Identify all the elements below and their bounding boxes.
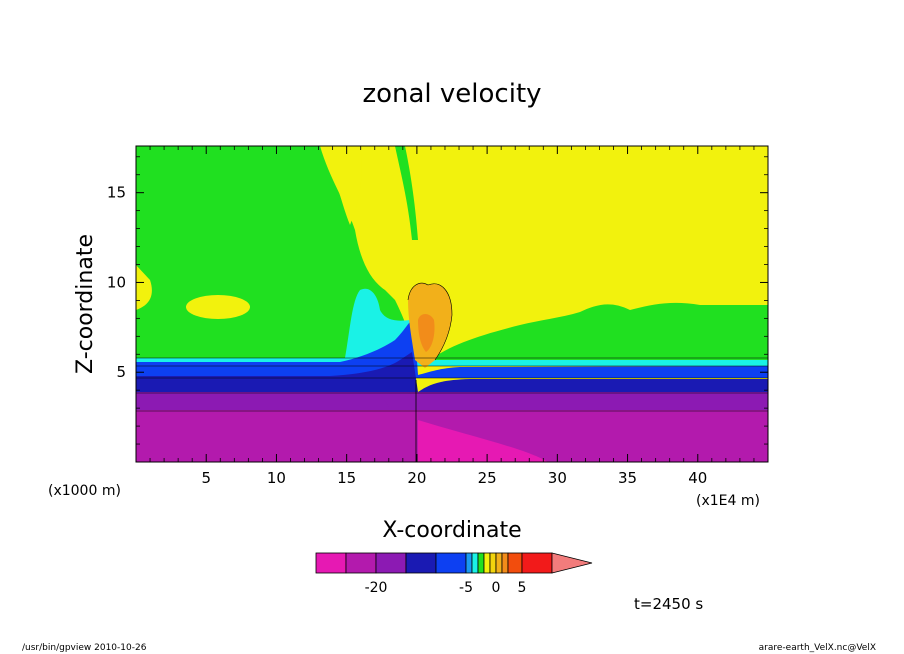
x-tick-label: 35 — [618, 469, 637, 487]
x-tick-label: 10 — [267, 469, 286, 487]
contour-jet — [407, 282, 453, 361]
x-tick-label: 25 — [478, 469, 497, 487]
region-orange-core — [418, 314, 435, 352]
x-tick-label: 20 — [407, 469, 426, 487]
y-tick-label: 5 — [116, 363, 126, 381]
chart-title: zonal velocity — [362, 79, 541, 109]
footer-right: arare-earth_VelX.nc@VelX — [759, 643, 876, 653]
x-tick-label: 40 — [688, 469, 707, 487]
colorbar-bin — [507, 552, 523, 574]
colorbar-bin — [435, 552, 467, 574]
colorbar-arrow — [551, 552, 593, 574]
colorbar-bin — [315, 552, 347, 574]
y-tick-label: 15 — [107, 184, 126, 202]
x-unit-label: (x1000 m) — [48, 483, 121, 499]
x-axis-label: X-coordinate — [382, 518, 521, 543]
plot-frame — [135, 145, 769, 463]
colorbar-bin — [375, 552, 407, 574]
colorbar-tick-label: 0 — [492, 580, 501, 596]
colorbar-bin — [477, 552, 485, 574]
x-axis: 5 10 15 20 25 30 35 40 — [149, 146, 755, 487]
x-tick-label: 5 — [201, 469, 211, 487]
region-magenta-strong — [418, 420, 548, 462]
region-yellow-patch — [186, 295, 250, 319]
colorbar-bin — [483, 552, 491, 574]
y-tick-label: 10 — [107, 273, 126, 291]
colorbar-tick-label: -20 — [365, 580, 388, 596]
colorbar-bin — [521, 552, 553, 574]
colorbar-bin — [489, 552, 497, 574]
region-yellow-upper — [320, 146, 362, 225]
contour-lines — [136, 357, 768, 412]
colorbar-bin — [345, 552, 377, 574]
region-blue — [136, 318, 768, 378]
colorbar-bin — [471, 552, 479, 574]
region-green-east — [430, 302, 768, 360]
x-tick-label: 15 — [337, 469, 356, 487]
y-axis: 5 10 15 — [107, 156, 768, 445]
colorbar-bin — [405, 552, 437, 574]
colorbar-tick-label: 5 — [518, 580, 527, 596]
colorbar-tick-label: -5 — [459, 580, 473, 596]
plot-area — [135, 145, 769, 463]
colorbar-bin — [495, 552, 503, 574]
region-purple — [136, 392, 768, 411]
footer-left: /usr/bin/gpview 2010-10-26 — [22, 643, 147, 653]
colorbar — [315, 552, 593, 574]
y-axis-label: Z-coordinate — [73, 234, 98, 374]
colorbar-bin — [465, 552, 473, 574]
time-label: t=2450 s — [634, 595, 703, 613]
x-unit-label-right: (x1E4 m) — [696, 493, 760, 509]
colorbar-bin — [501, 552, 509, 574]
region-green-streak — [395, 146, 418, 240]
region-yellow-edge — [136, 265, 152, 310]
x-tick-label: 30 — [548, 469, 567, 487]
region-navy — [136, 352, 768, 393]
colorbar-ticks: -20 -5 0 5 — [365, 580, 527, 596]
